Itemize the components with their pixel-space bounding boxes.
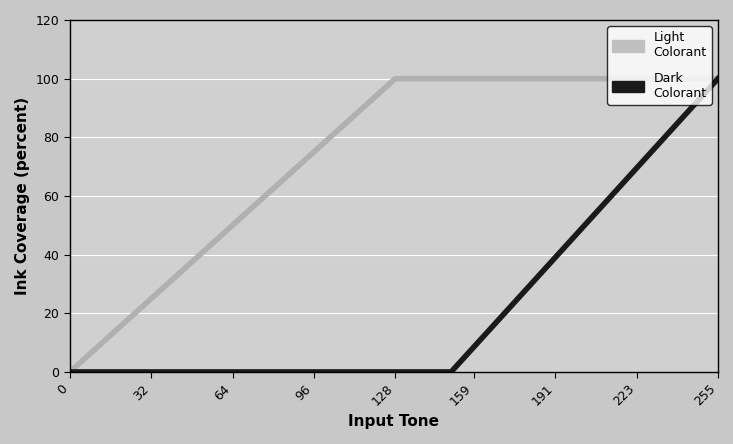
Legend: Light
Colorant, Dark
Colorant: Light Colorant, Dark Colorant <box>608 26 712 105</box>
X-axis label: Input Tone: Input Tone <box>348 414 439 429</box>
Y-axis label: Ink Coverage (percent): Ink Coverage (percent) <box>15 97 30 295</box>
